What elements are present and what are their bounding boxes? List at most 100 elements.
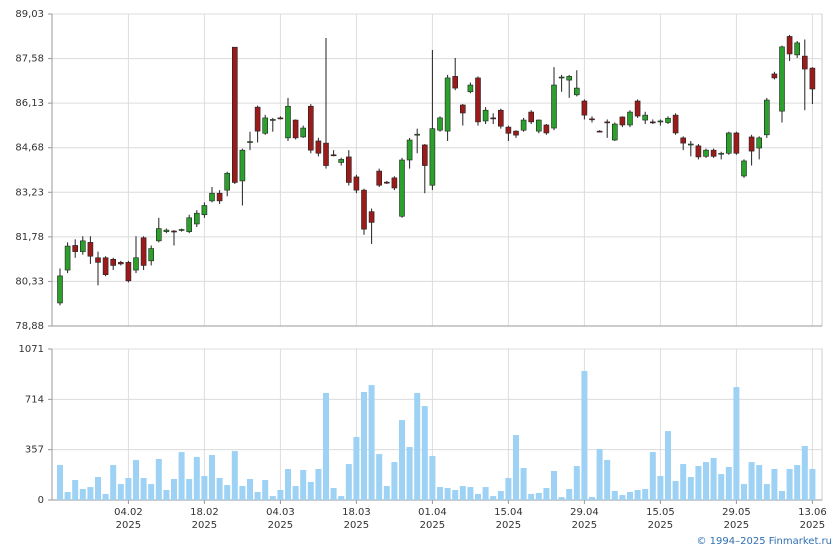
candle-body [581, 100, 588, 116]
volume-bar [551, 470, 557, 500]
candle-body [611, 123, 618, 141]
volume-bar [330, 488, 337, 500]
volume-bar [566, 489, 573, 500]
x-tick-label: 18.03 [342, 507, 371, 518]
candle-body [452, 76, 459, 89]
candle-body [330, 154, 337, 157]
candle-body [57, 275, 63, 304]
candle-body [300, 127, 307, 138]
volume-bar [687, 477, 694, 500]
volume-bar [627, 491, 633, 500]
candle-body [209, 192, 215, 202]
x-tick-label: 15.05 [646, 507, 675, 518]
volume-bar [216, 478, 223, 500]
x-tick-year: 2025 [268, 520, 293, 531]
candle-body [140, 237, 147, 266]
candle-body [269, 119, 276, 121]
volume-bar [665, 431, 671, 500]
volume-bar [148, 484, 155, 500]
candle-body [383, 181, 390, 184]
volume-bar [642, 489, 649, 500]
candle-body [72, 245, 78, 252]
volume-bar [285, 468, 291, 500]
candle-body [710, 149, 717, 157]
candle-body [725, 132, 732, 154]
x-tick-label: 01.04 [418, 507, 447, 518]
volume-bar [193, 456, 200, 500]
candle-body [475, 77, 481, 123]
candle-body [718, 152, 725, 155]
x-tick-year: 2025 [192, 520, 217, 531]
volume-bar [741, 484, 747, 500]
copyright-link[interactable]: © 1994–2025 Finmarket.ru [696, 536, 832, 547]
y-tick-label: 78,88 [15, 321, 44, 332]
volume-bar [710, 457, 717, 500]
candle-body [368, 211, 375, 223]
volume-bar [201, 476, 208, 500]
volume-bar [224, 485, 231, 500]
candle-body [649, 121, 656, 124]
x-tick-label: 29.04 [570, 507, 599, 518]
candle-body [543, 124, 550, 134]
x-tick-label: 04.03 [266, 507, 295, 518]
volume-bar [444, 488, 451, 500]
x-tick-year: 2025 [648, 520, 673, 531]
candle-body [414, 133, 421, 136]
y-tick-label: 89,03 [15, 9, 44, 20]
volume-bar [497, 490, 504, 500]
candle-body [110, 258, 116, 266]
volume-bar [155, 458, 162, 500]
volume-bar [611, 490, 618, 500]
volume-bar [771, 468, 778, 500]
candle-body [201, 205, 208, 216]
volume-bar [459, 486, 466, 500]
candle-body [285, 105, 291, 139]
candle-body [642, 114, 649, 121]
volume-bar [262, 479, 269, 500]
volume-bar [634, 489, 641, 500]
volume-bar [763, 484, 770, 500]
candle-body [232, 46, 238, 183]
y-tick-label: 714 [25, 394, 44, 405]
volume-bar [429, 456, 436, 500]
volume-bar [680, 464, 687, 500]
candle-body [535, 119, 542, 132]
volume-bar [535, 492, 542, 500]
candle-body [756, 137, 763, 149]
candle-body [794, 42, 801, 56]
volume-bar [231, 451, 238, 500]
candle-body [497, 109, 504, 127]
candle-body [361, 189, 367, 230]
x-tick-label: 04.02 [114, 507, 143, 518]
candle-body [315, 140, 322, 154]
volume-bar [338, 496, 345, 500]
x-tick-year: 2025 [344, 520, 369, 531]
candle-body [786, 36, 793, 55]
candle-body [64, 245, 71, 271]
candle-body [627, 111, 633, 126]
volume-bar [452, 489, 459, 500]
volume-bar [315, 468, 322, 500]
candle-body [779, 46, 785, 112]
candle-body [80, 240, 86, 252]
candle-body [634, 100, 641, 117]
volume-bar [361, 392, 367, 500]
candle-body [551, 84, 557, 129]
volume-bar [368, 385, 375, 500]
volume-bar [589, 497, 595, 500]
candle-body [338, 159, 345, 163]
volume-bar [376, 454, 383, 500]
candle-body [703, 149, 709, 157]
volume-bar [178, 452, 185, 500]
volume-bar [482, 487, 489, 500]
volume-bar [649, 452, 656, 500]
candle-body [163, 229, 170, 232]
y-tick-label: 81,78 [15, 232, 44, 243]
volume-bar [269, 496, 276, 500]
volume-bar [292, 486, 299, 500]
volume-bar [718, 474, 725, 500]
volume-bar [117, 484, 124, 500]
candle-body [156, 228, 162, 242]
candle-body [566, 76, 573, 81]
